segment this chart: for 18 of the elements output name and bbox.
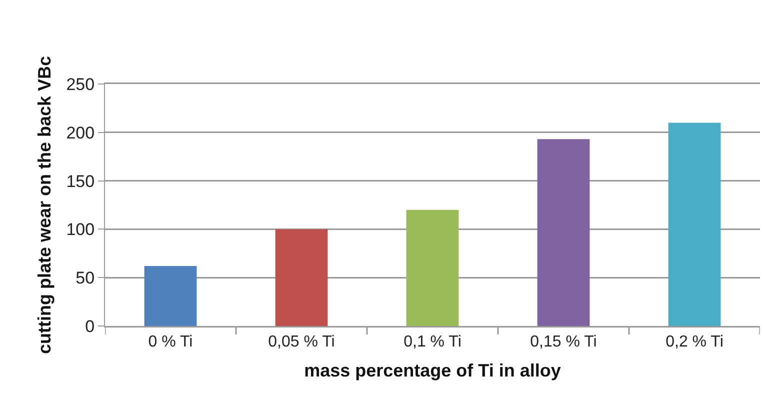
x-axis-title: mass percentage of Ti in alloy [304,360,561,381]
y-tick-label: 150 [66,172,95,191]
bar [144,266,197,326]
y-axis-title: cutting plate wear on the back VBc [34,56,54,354]
x-tick-label: 0,1 % Ti [404,334,462,351]
x-tick-label: 0,2 % Ti [666,334,724,351]
y-tick-label: 200 [66,123,95,142]
x-tick-label: 0 % Ti [148,334,193,351]
bar [668,122,721,326]
y-tick-label: 0 [85,316,95,336]
x-tick-label: 0,15 % Ti [530,334,597,351]
y-tick-label: 250 [66,74,95,94]
x-tick-label: 0,05 % Ti [268,334,335,351]
y-tick-label: 50 [76,268,95,288]
bar [406,210,459,326]
bar [537,139,590,326]
bar [275,229,328,326]
y-tick-label: 100 [66,220,95,240]
